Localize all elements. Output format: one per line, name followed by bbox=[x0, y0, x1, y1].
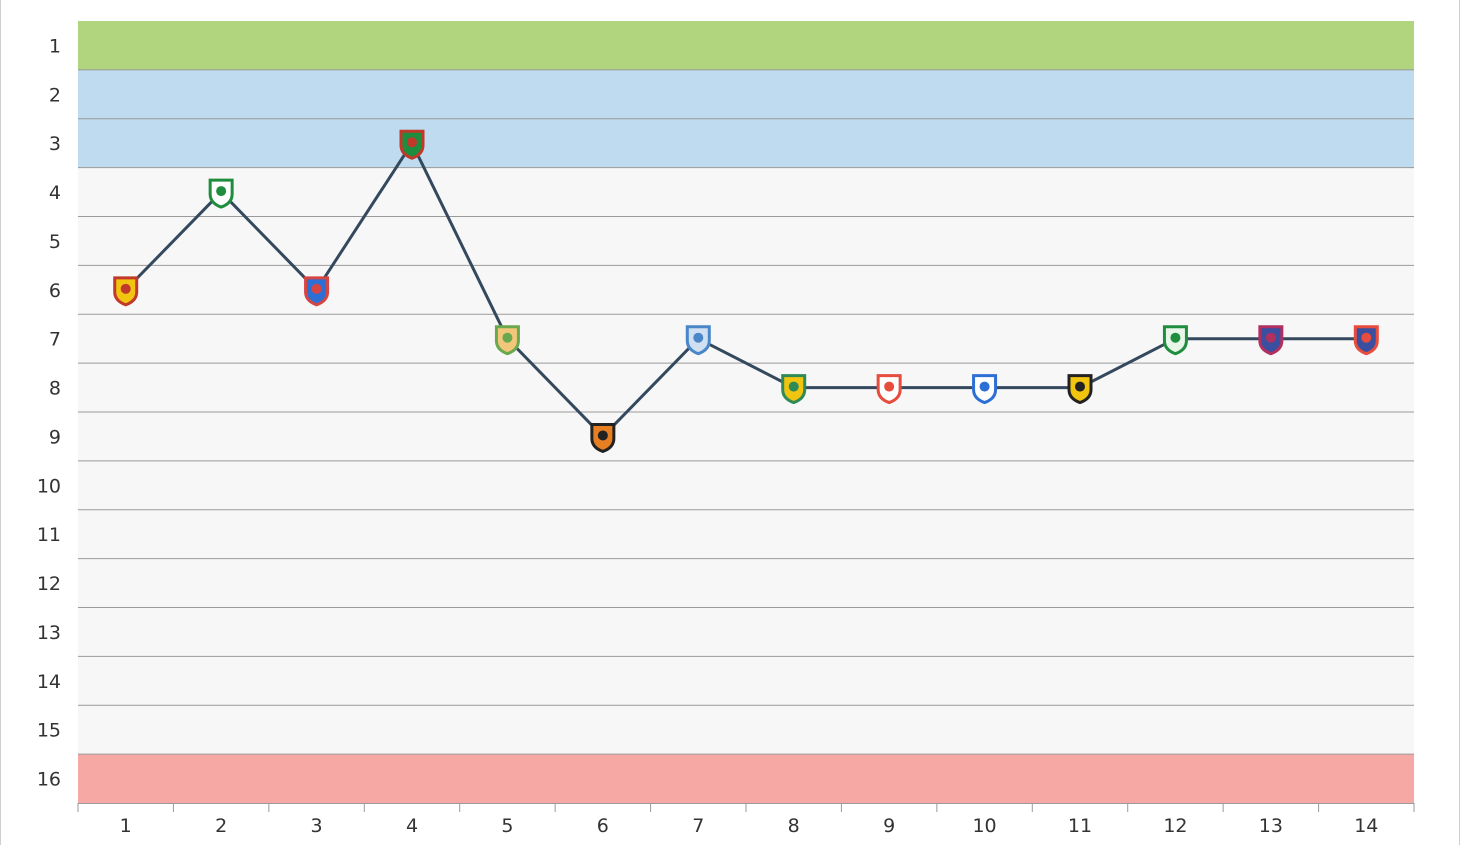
crest-emblem bbox=[120, 283, 131, 294]
opponent-crest-icon-red-flag bbox=[876, 374, 902, 405]
band-0 bbox=[78, 21, 1414, 70]
x-tick-label: 4 bbox=[406, 815, 418, 837]
crest-emblem bbox=[1170, 332, 1181, 343]
y-tick-label: 9 bbox=[49, 426, 61, 448]
y-tick-label: 5 bbox=[49, 231, 61, 253]
y-tick-label: 13 bbox=[37, 622, 61, 644]
band-2 bbox=[78, 754, 1414, 803]
y-tick-label: 7 bbox=[49, 329, 61, 351]
x-tick-label: 8 bbox=[788, 815, 800, 837]
x-tick-label: 2 bbox=[215, 815, 227, 837]
y-tick-label: 12 bbox=[37, 573, 61, 595]
opponent-crest-icon-red-yellow bbox=[113, 276, 139, 307]
x-tick-label: 3 bbox=[311, 815, 323, 837]
crest-emblem bbox=[693, 332, 704, 343]
crest-emblem bbox=[216, 186, 227, 197]
opponent-crest-icon-green-white bbox=[208, 178, 234, 209]
series-line bbox=[124, 140, 1367, 439]
x-tick-label: 11 bbox=[1068, 815, 1092, 837]
y-tick-label: 16 bbox=[37, 769, 61, 791]
opponent-crest-icon-black-orange bbox=[590, 422, 616, 454]
x-tick-label: 9 bbox=[883, 815, 895, 837]
opponent-crest-icon-blue bbox=[685, 325, 711, 356]
opponent-crest-icon-blue-white bbox=[972, 374, 998, 405]
y-tick-label: 10 bbox=[37, 475, 61, 497]
crest-emblem bbox=[502, 332, 513, 343]
crest-emblem bbox=[1075, 381, 1085, 392]
opponent-crest-icon-red-green bbox=[399, 129, 425, 160]
crest-emblem bbox=[407, 137, 417, 148]
y-tick-label: 6 bbox=[49, 280, 61, 302]
opponent-crest-icon-red-blue-shield bbox=[1258, 325, 1284, 356]
opponent-crest-icon-green-circle bbox=[1162, 325, 1188, 356]
x-tick-label: 7 bbox=[692, 815, 704, 837]
x-tick-label: 1 bbox=[120, 815, 132, 837]
grid-layer bbox=[78, 69, 1414, 755]
opponent-crest-icon-green-yellow-red bbox=[781, 374, 807, 405]
y-tick-label: 4 bbox=[49, 182, 61, 204]
crest-emblem bbox=[979, 381, 990, 392]
y-tick-label: 15 bbox=[37, 720, 61, 742]
marker-layer bbox=[113, 129, 1379, 454]
x-tick-label: 12 bbox=[1163, 815, 1187, 837]
crest-emblem bbox=[597, 430, 608, 441]
crest-emblem bbox=[788, 381, 799, 392]
x-tick-label: 5 bbox=[501, 815, 513, 837]
y-tick-label: 2 bbox=[49, 84, 61, 106]
line-layer bbox=[124, 140, 1367, 439]
x-tick-label: 6 bbox=[597, 815, 609, 837]
opponent-crest-icon-red-blue bbox=[304, 276, 330, 307]
y-tick-label: 1 bbox=[49, 35, 61, 57]
y-tick-label: 11 bbox=[37, 524, 61, 546]
crest-emblem bbox=[1361, 332, 1372, 343]
x-tick-label: 10 bbox=[972, 815, 996, 837]
x-tick-label: 13 bbox=[1259, 815, 1283, 837]
y-tick-label: 3 bbox=[49, 133, 61, 155]
crest-emblem bbox=[311, 283, 322, 294]
x-tick-label: 14 bbox=[1354, 815, 1378, 837]
crest-emblem bbox=[1265, 332, 1276, 343]
y-tick-label: 14 bbox=[37, 671, 61, 693]
opponent-crest-icon-green-yellow bbox=[494, 325, 520, 356]
crest-emblem bbox=[884, 381, 895, 392]
opponent-crest-icon-black-gear bbox=[1067, 374, 1093, 405]
y-tick-label: 8 bbox=[49, 378, 61, 400]
opponent-crest-icon-red-blue-triangle bbox=[1353, 325, 1379, 356]
